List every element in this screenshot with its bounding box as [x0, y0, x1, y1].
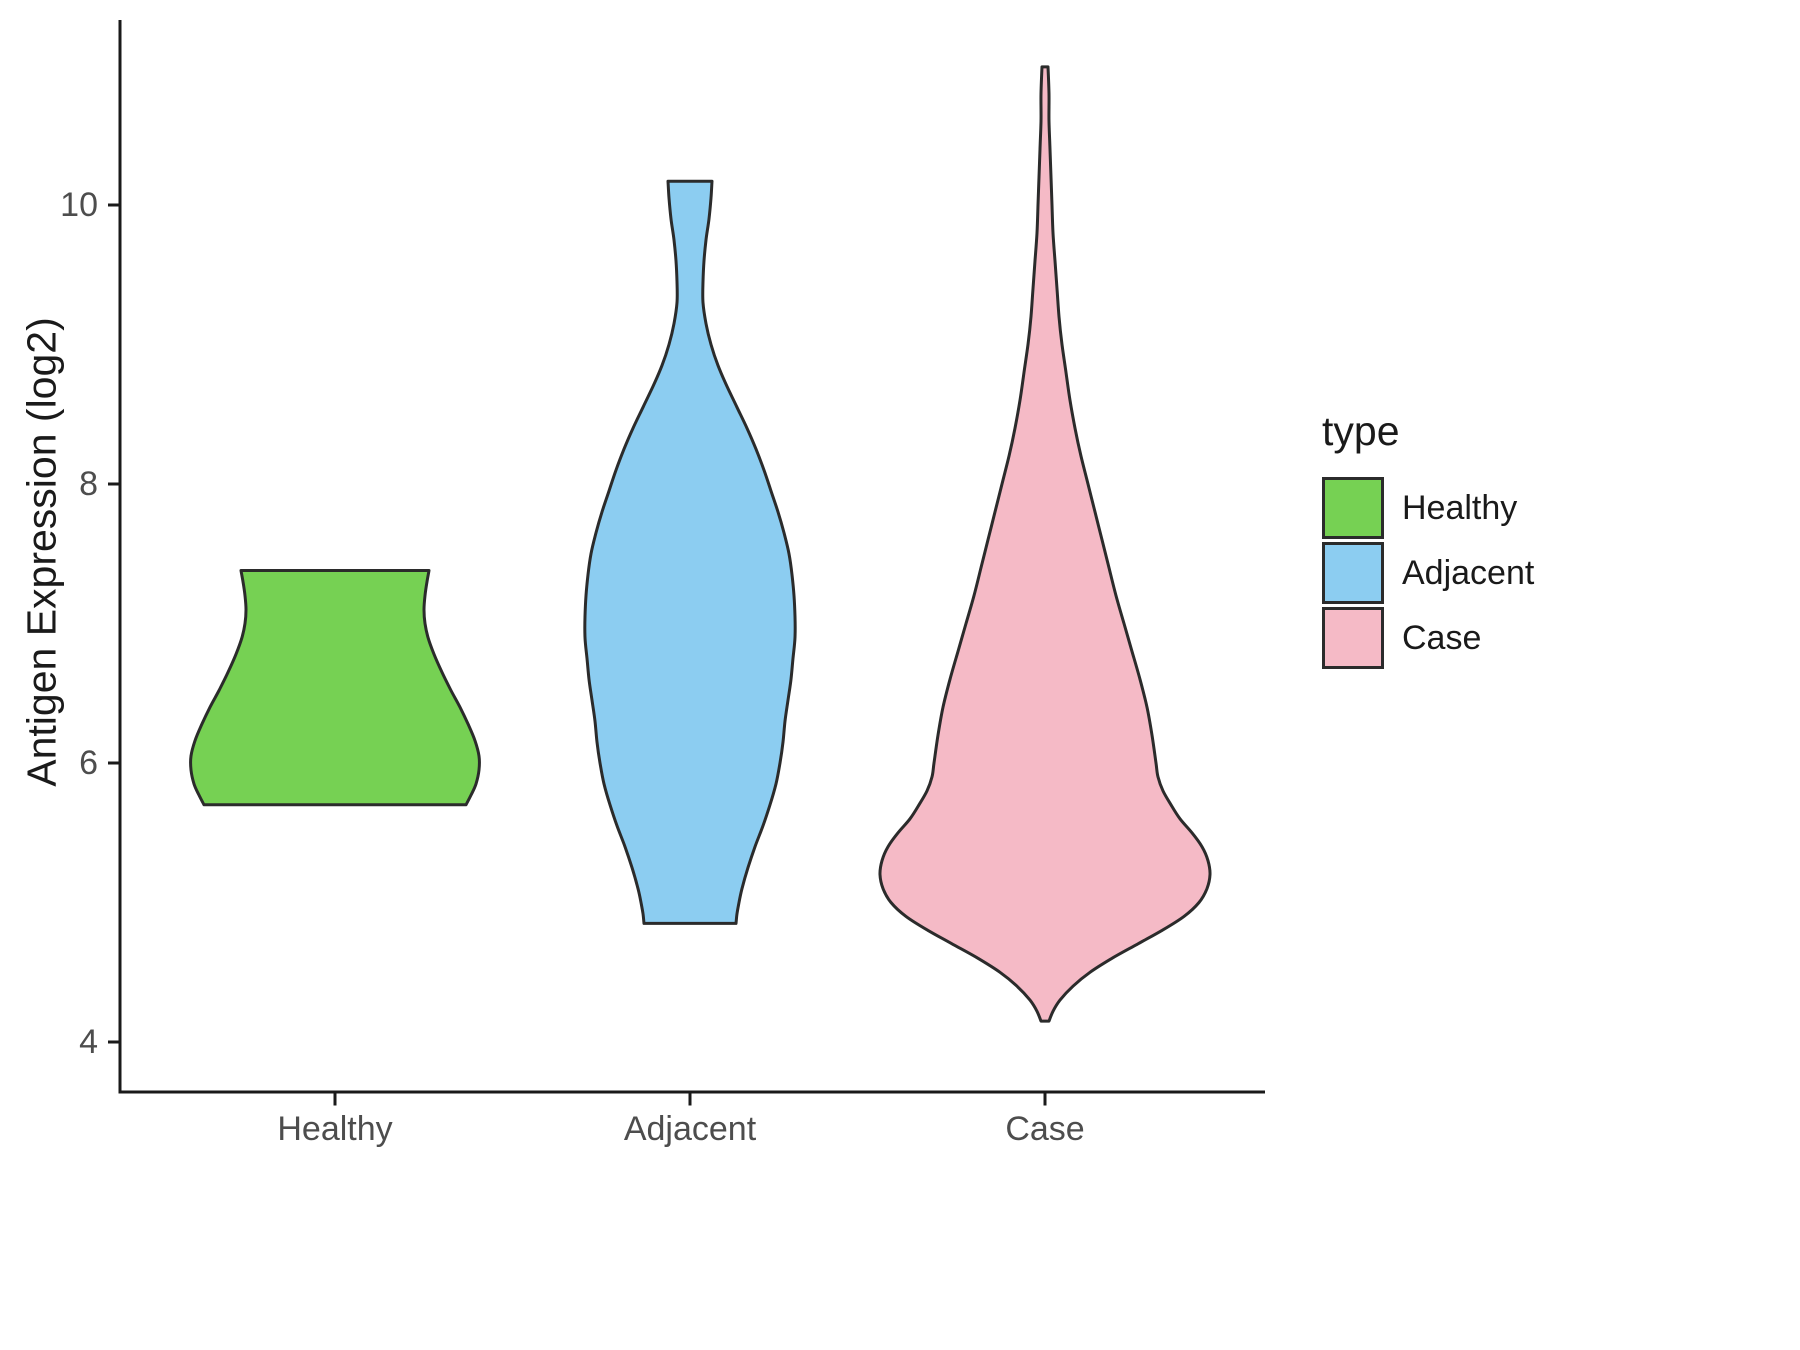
legend-title: type	[1322, 408, 1400, 454]
violin-case	[878, 65, 1212, 1023]
legend: type Healthy Adjacent Case	[1322, 408, 1534, 672]
legend-entry-label: Adjacent	[1402, 553, 1535, 592]
legend-entry-adjacent: Adjacent	[1322, 542, 1534, 604]
legend-key-swatch	[1322, 607, 1384, 669]
violin-healthy	[189, 569, 481, 807]
legend-entry-case: Case	[1322, 607, 1534, 669]
y-tick-label: 10	[60, 186, 98, 224]
legend-key-swatch	[1322, 477, 1384, 539]
y-tick-label: 6	[79, 744, 98, 782]
legend-entry-label: Healthy	[1402, 488, 1518, 527]
legend-key-swatch	[1322, 542, 1384, 604]
x-category-label: Adjacent	[624, 1110, 757, 1148]
y-tick-label: 4	[79, 1023, 98, 1061]
y-axis-title: Antigen Expression (log2)	[18, 317, 65, 787]
x-category-label: Case	[1005, 1110, 1084, 1148]
legend-entry-label: Case	[1402, 618, 1482, 657]
y-tick-label: 8	[79, 465, 98, 503]
legend-entries: Healthy Adjacent Case	[1322, 477, 1534, 669]
legend-entry-healthy: Healthy	[1322, 477, 1534, 539]
violin-adjacent	[583, 179, 797, 925]
x-category-label: Healthy	[277, 1110, 392, 1148]
